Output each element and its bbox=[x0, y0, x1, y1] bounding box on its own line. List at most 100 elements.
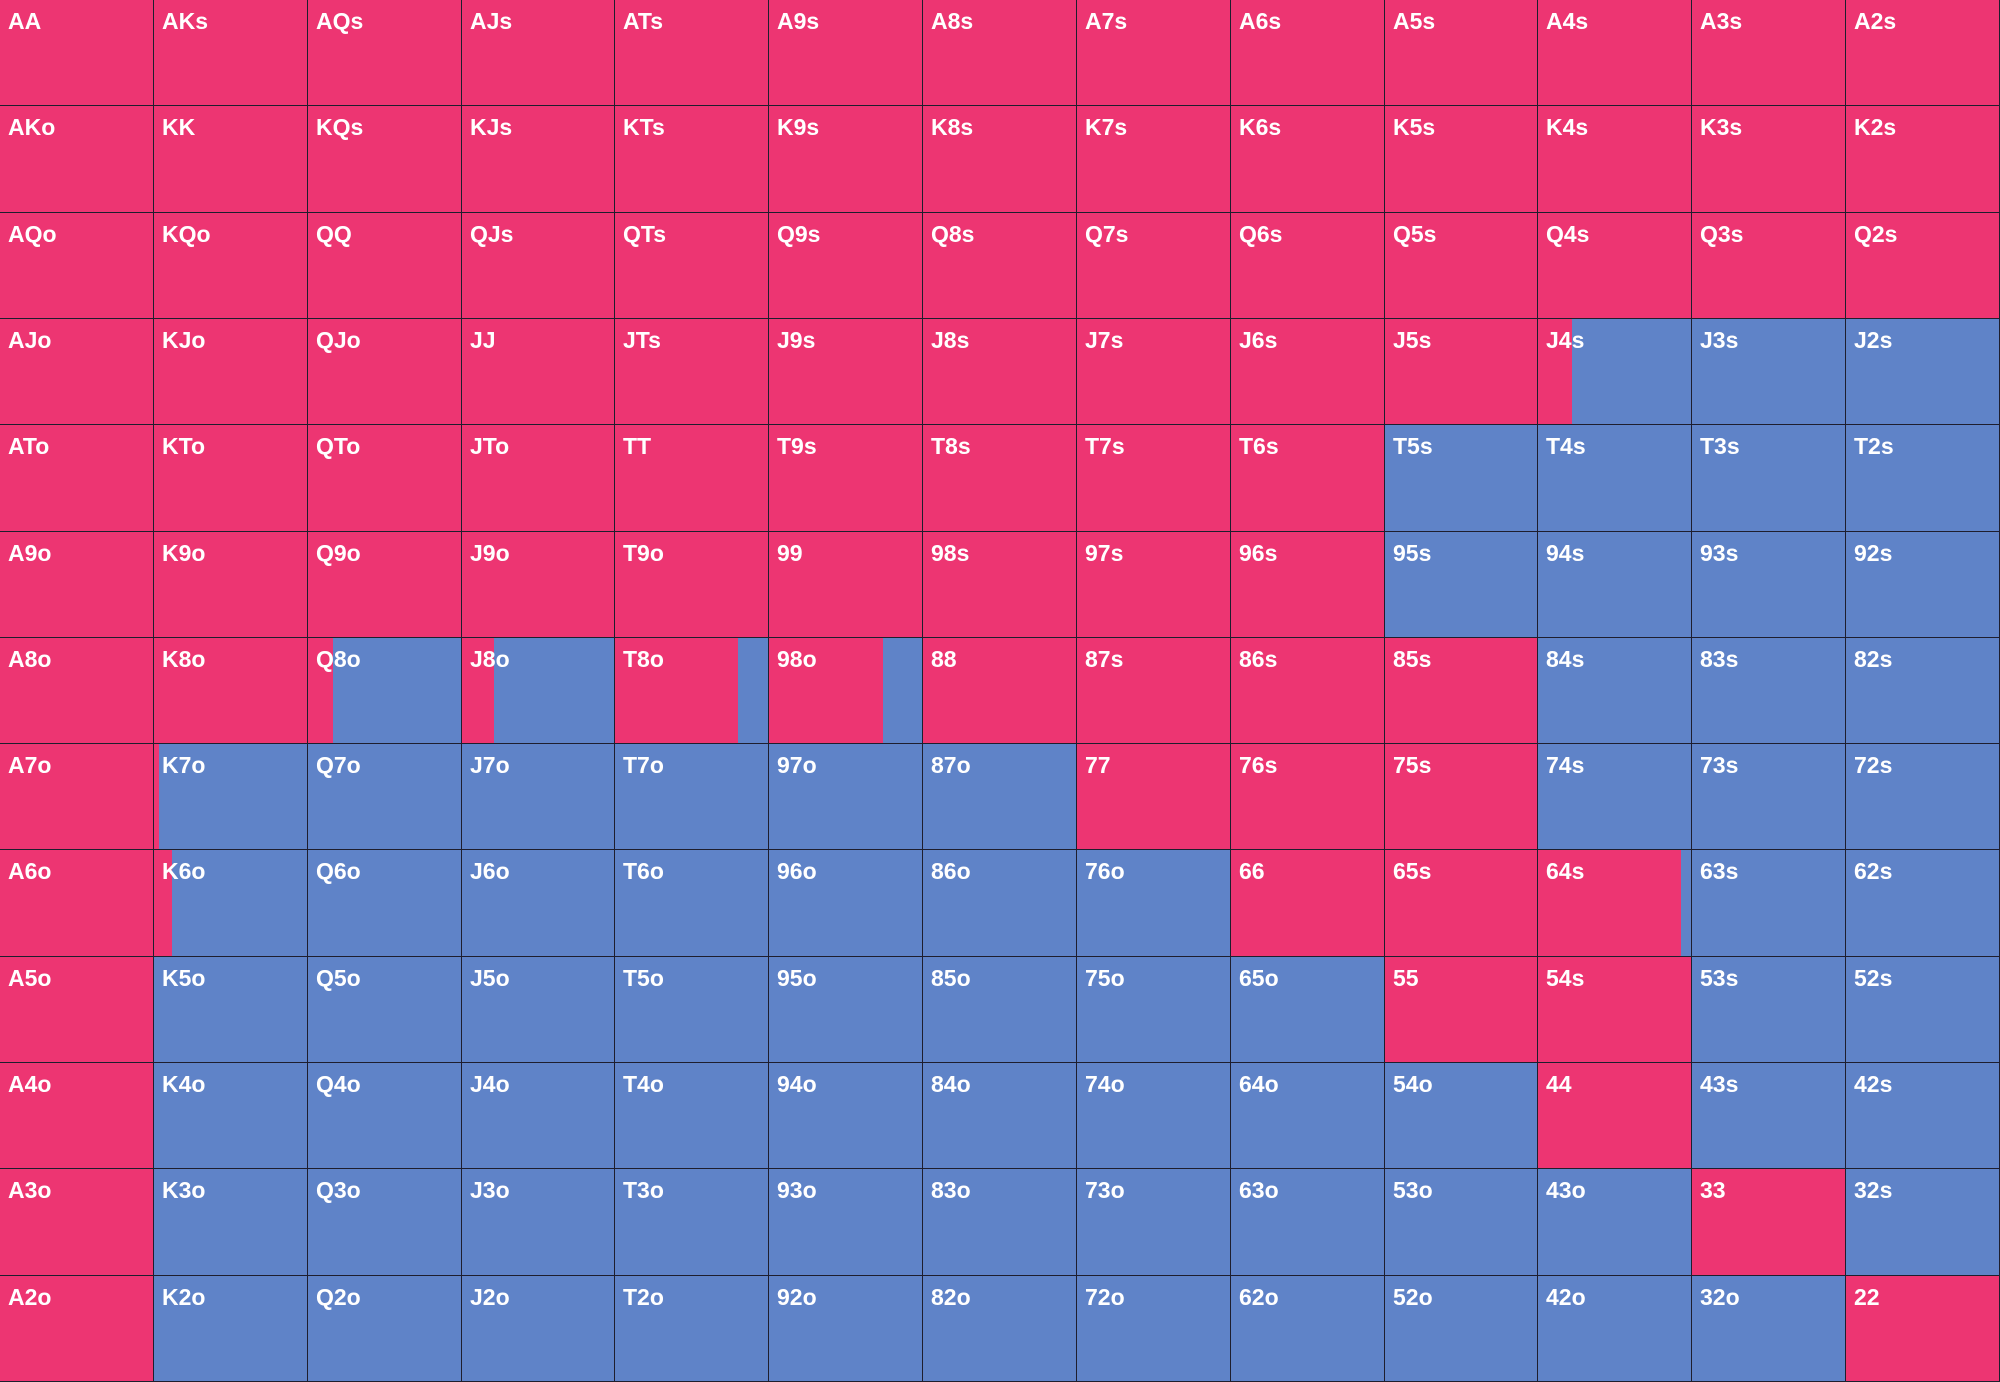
hand-cell: J3o bbox=[462, 1169, 615, 1276]
hand-cell: 52s bbox=[1846, 957, 2000, 1063]
hand-cell: KTs bbox=[615, 106, 769, 213]
hand-cell: 53o bbox=[1385, 1169, 1538, 1276]
raise-frequency bbox=[615, 532, 768, 637]
raise-frequency bbox=[0, 850, 153, 956]
raise-frequency bbox=[1538, 106, 1691, 212]
hand-label: 54o bbox=[1393, 1071, 1433, 1097]
raise-frequency bbox=[1538, 213, 1691, 318]
hand-label: 86o bbox=[931, 858, 971, 884]
hand-label: J2s bbox=[1854, 327, 1893, 353]
raise-frequency bbox=[462, 638, 495, 743]
hand-cell: 82o bbox=[923, 1276, 1077, 1382]
hand-label: 54s bbox=[1546, 965, 1585, 991]
hand-cell: J8s bbox=[923, 319, 1077, 425]
hand-label: K9s bbox=[777, 114, 820, 140]
hand-cell: 93o bbox=[769, 1169, 923, 1276]
raise-frequency bbox=[462, 532, 614, 637]
hand-cell: AKo bbox=[0, 106, 154, 213]
hand-label: A3s bbox=[1700, 8, 1743, 34]
hand-label: A5s bbox=[1393, 8, 1436, 34]
hand-label: 52o bbox=[1393, 1284, 1433, 1310]
hand-cell: Q8s bbox=[923, 213, 1077, 319]
raise-frequency bbox=[769, 638, 883, 743]
hand-cell: AQs bbox=[308, 0, 462, 106]
hand-label: Q2s bbox=[1854, 221, 1898, 247]
raise-frequency bbox=[0, 425, 153, 531]
raise-frequency bbox=[923, 319, 1076, 424]
hand-cell: 96s bbox=[1231, 532, 1385, 638]
raise-frequency bbox=[0, 0, 153, 105]
hand-label: 32s bbox=[1854, 1177, 1893, 1203]
raise-frequency bbox=[1538, 319, 1572, 424]
hand-label: T9o bbox=[623, 540, 664, 566]
hand-cell: 73o bbox=[1077, 1169, 1231, 1276]
hand-cell: QJo bbox=[308, 319, 462, 425]
hand-cell: A2s bbox=[1846, 0, 2000, 106]
hand-label: 82o bbox=[931, 1284, 971, 1310]
hand-label: JTs bbox=[623, 327, 661, 353]
hand-label: J9s bbox=[777, 327, 816, 353]
raise-frequency bbox=[615, 106, 768, 212]
hand-label: A6s bbox=[1239, 8, 1282, 34]
raise-frequency bbox=[154, 532, 307, 637]
hand-cell: 73s bbox=[1692, 744, 1846, 850]
hand-label: 83s bbox=[1700, 646, 1739, 672]
hand-label: 97o bbox=[777, 752, 817, 778]
hand-cell: 95o bbox=[769, 957, 923, 1063]
raise-frequency bbox=[154, 319, 307, 424]
hand-cell: T3o bbox=[615, 1169, 769, 1276]
hand-label: 85s bbox=[1393, 646, 1432, 672]
raise-frequency bbox=[1077, 532, 1230, 637]
hand-label: A3o bbox=[8, 1177, 52, 1203]
hand-cell: 97s bbox=[1077, 532, 1231, 638]
hand-label: J9o bbox=[470, 540, 510, 566]
hand-label: J4s bbox=[1546, 327, 1585, 353]
raise-frequency bbox=[1692, 1169, 1845, 1275]
hand-cell: 97o bbox=[769, 744, 923, 850]
hand-cell: TT bbox=[615, 425, 769, 532]
hand-label: 93s bbox=[1700, 540, 1739, 566]
hand-cell: J4s bbox=[1538, 319, 1692, 425]
hand-label: 76s bbox=[1239, 752, 1278, 778]
hand-cell: J6s bbox=[1231, 319, 1385, 425]
hand-cell: KQo bbox=[154, 213, 308, 319]
hand-cell: QTo bbox=[308, 425, 462, 532]
hand-cell: 86s bbox=[1231, 638, 1385, 744]
hand-cell: 84s bbox=[1538, 638, 1692, 744]
hand-label: K3s bbox=[1700, 114, 1743, 140]
hand-cell: 86o bbox=[923, 850, 1077, 957]
raise-frequency bbox=[1692, 213, 1845, 318]
hand-cell: J6o bbox=[462, 850, 615, 957]
raise-frequency bbox=[1846, 213, 1999, 318]
hand-cell: A8o bbox=[0, 638, 154, 744]
hand-cell: K4s bbox=[1538, 106, 1692, 213]
raise-frequency bbox=[0, 744, 153, 849]
hand-label: 74o bbox=[1085, 1071, 1125, 1097]
hand-label: 92o bbox=[777, 1284, 817, 1310]
hand-cell: A9o bbox=[0, 532, 154, 638]
hand-label: J6s bbox=[1239, 327, 1278, 353]
raise-frequency bbox=[769, 0, 922, 105]
raise-frequency bbox=[308, 106, 461, 212]
hand-label: J3s bbox=[1700, 327, 1739, 353]
raise-frequency bbox=[462, 213, 614, 318]
hand-label: KQs bbox=[316, 114, 364, 140]
raise-frequency bbox=[154, 106, 307, 212]
hand-cell: T5o bbox=[615, 957, 769, 1063]
hand-cell: 74s bbox=[1538, 744, 1692, 850]
hand-label: KQo bbox=[162, 221, 211, 247]
hand-cell: K4o bbox=[154, 1063, 308, 1169]
raise-frequency bbox=[1538, 957, 1691, 1062]
hand-label: J5s bbox=[1393, 327, 1432, 353]
raise-frequency bbox=[1231, 213, 1384, 318]
hand-cell: 63o bbox=[1231, 1169, 1385, 1276]
raise-frequency bbox=[0, 532, 153, 637]
hand-label: 72s bbox=[1854, 752, 1893, 778]
hand-label: Q4o bbox=[316, 1071, 361, 1097]
hand-cell: K9o bbox=[154, 532, 308, 638]
hand-label: 64s bbox=[1546, 858, 1585, 884]
raise-frequency bbox=[154, 425, 307, 531]
hand-cell: J2s bbox=[1846, 319, 2000, 425]
hand-label: K5o bbox=[162, 965, 206, 991]
hand-cell: 93s bbox=[1692, 532, 1846, 638]
